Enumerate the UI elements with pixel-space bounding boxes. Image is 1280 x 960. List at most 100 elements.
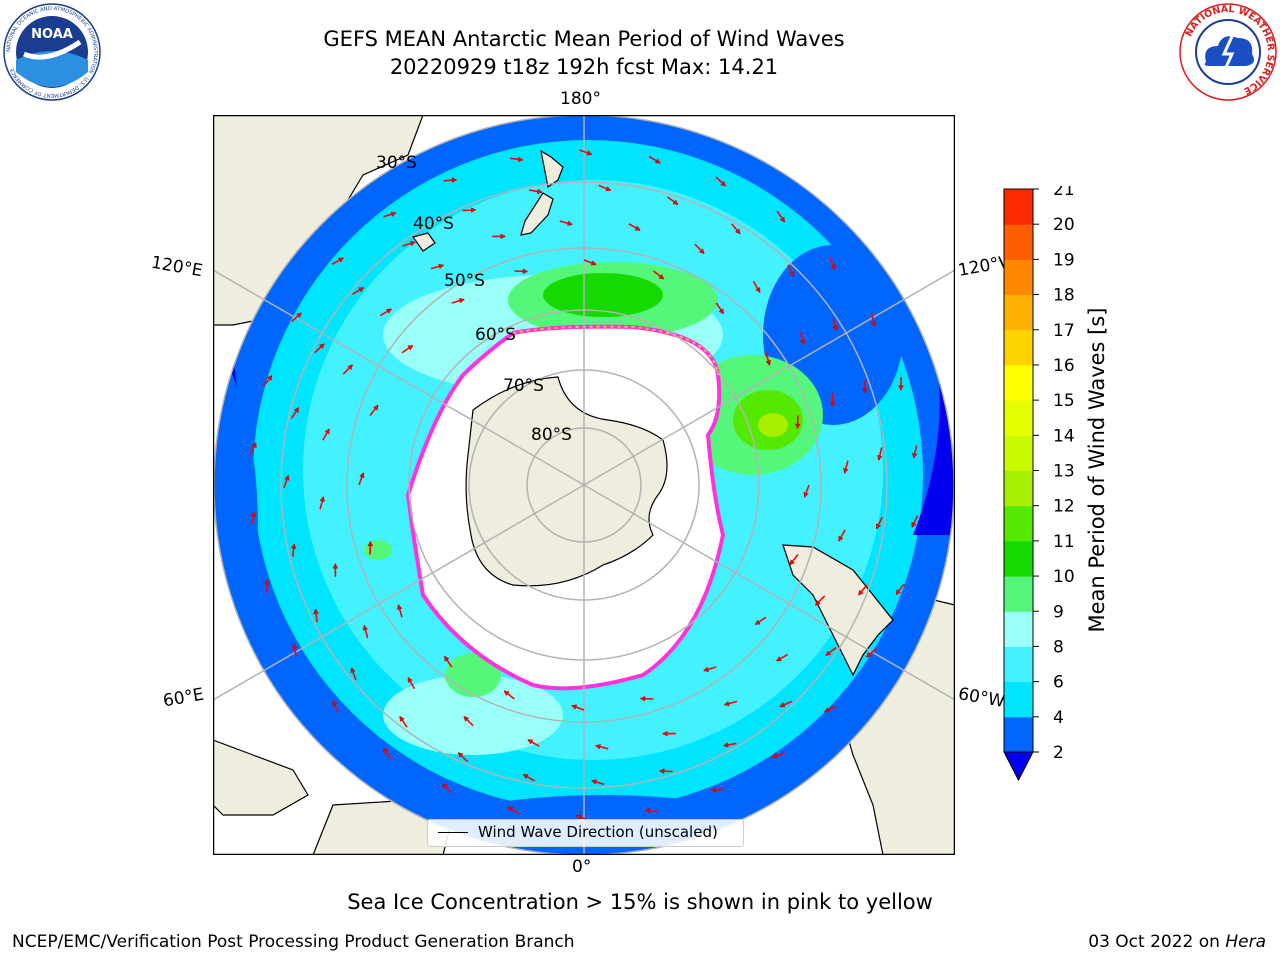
wave-direction-arrowhead bbox=[605, 186, 612, 192]
footer-date: 03 Oct 2022 on Hera bbox=[1088, 932, 1266, 952]
wave-direction-arrowhead bbox=[444, 655, 450, 662]
colorbar-tick-label: 17 bbox=[1053, 321, 1075, 341]
wave-direction-arrowhead bbox=[358, 287, 365, 293]
wave-direction-arrowhead bbox=[718, 308, 724, 315]
colorbar-segment bbox=[1004, 505, 1033, 542]
colorbar-tick-label: 10 bbox=[1053, 567, 1075, 587]
lat-label-50s: 50°S bbox=[444, 271, 485, 291]
antarctica bbox=[405, 324, 726, 691]
wave-direction-arrowhead bbox=[771, 753, 778, 759]
sea-ice-caption: Sea Ice Concentration > 15% is shown in … bbox=[347, 890, 933, 914]
wave-direction-arrowhead bbox=[862, 388, 868, 394]
wave-direction-arrowhead bbox=[442, 783, 448, 790]
noaa-logo-text: NOAA bbox=[31, 27, 73, 42]
wave-direction-arrowhead bbox=[672, 199, 679, 205]
wave-direction-arrowhead bbox=[830, 264, 836, 270]
wave-direction-arrowhead bbox=[832, 325, 838, 332]
wave-direction-arrowhead bbox=[659, 768, 665, 775]
wave-direction-arrowhead bbox=[838, 535, 844, 542]
wave-direction-arrowhead bbox=[350, 667, 356, 674]
wave-direction-arrowhead bbox=[284, 474, 290, 481]
wave-direction-arrowhead bbox=[591, 779, 597, 785]
wave-direction-arrowhead bbox=[876, 523, 882, 530]
map-legend: Wind Wave Direction (unscaled) bbox=[427, 819, 744, 847]
latitude-labels: 30°S 40°S 50°S 60°S 70°S 80°S bbox=[376, 153, 572, 445]
wave-direction-arrowhead bbox=[640, 695, 646, 702]
lat-label-80s: 80°S bbox=[531, 425, 572, 445]
wave-direction-arrowhead bbox=[390, 211, 397, 217]
colorbar-tick-label: 13 bbox=[1053, 462, 1075, 482]
lon-label-120e: 120°E bbox=[149, 252, 205, 282]
wave-direction-arrowhead bbox=[870, 321, 877, 327]
wave-direction-arrowhead bbox=[407, 345, 414, 351]
wave-direction-arrowhead bbox=[399, 716, 405, 722]
wave-direction-arrowhead bbox=[723, 700, 730, 707]
wave-direction-arrowhead bbox=[710, 787, 717, 793]
wave-direction-arrowhead bbox=[858, 589, 864, 596]
wave-direction-arrowhead bbox=[337, 257, 344, 263]
colorbar-segment bbox=[1004, 540, 1033, 577]
wave-direction-arrowhead bbox=[332, 563, 339, 569]
colorbar-segment bbox=[1004, 400, 1033, 436]
wave-direction-arrowhead bbox=[438, 263, 445, 270]
colorbar-tick-label: 12 bbox=[1053, 497, 1075, 517]
colorbar-tick-label: 21 bbox=[1053, 186, 1075, 200]
wave-direction-arrowhead bbox=[290, 543, 297, 549]
footer-date-text: 03 Oct 2022 on bbox=[1088, 932, 1226, 952]
wave-direction-arrowhead bbox=[789, 559, 796, 566]
wave-direction-arrowhead bbox=[824, 707, 831, 713]
wave-direction-arrowhead bbox=[595, 744, 601, 750]
colorbar-segment bbox=[1004, 435, 1033, 471]
wave-direction-arrowhead bbox=[409, 240, 416, 247]
wave-direction-arrowhead bbox=[567, 220, 573, 226]
wave-direction-arrowhead bbox=[396, 604, 403, 610]
colorbar-tick-label: 20 bbox=[1053, 215, 1075, 235]
legend-label: Wind Wave Direction (unscaled) bbox=[478, 823, 718, 841]
colorbar-label: Mean Period of Wind Waves [s] bbox=[1085, 307, 1109, 633]
wave-direction-arrowhead bbox=[319, 496, 325, 502]
wave-direction-arrowhead bbox=[586, 150, 593, 156]
colorbar: 2 4 6 8 9 10 11 12 13 14 15 16 17 18 19 20 21 bbox=[1003, 186, 1075, 782]
wave-direction-arrowhead bbox=[293, 407, 299, 413]
wave-direction-arrowhead bbox=[898, 385, 904, 391]
wave-direction-arrowhead bbox=[571, 704, 578, 710]
wave-direction-arrowhead bbox=[815, 599, 821, 606]
colorbar-tick-label: 16 bbox=[1053, 356, 1075, 376]
wave-direction-arrowhead bbox=[877, 454, 883, 461]
wave-direction-arrowhead bbox=[658, 273, 665, 280]
colorbar-segment bbox=[1004, 224, 1033, 260]
colorbar-tick-label: 8 bbox=[1053, 637, 1064, 657]
colorbar-segment bbox=[1004, 646, 1033, 683]
colorbar-tick-label: 11 bbox=[1053, 532, 1075, 552]
polar-map: 30°S 40°S 50°S 60°S 70°S 80°S bbox=[213, 115, 955, 855]
colorbar-segment bbox=[1004, 189, 1033, 225]
lon-label-60w: 60°W bbox=[956, 684, 1007, 712]
colorbar-segment bbox=[1004, 716, 1033, 753]
wave-direction-arrowhead bbox=[459, 297, 465, 304]
wave-direction-arrowhead bbox=[644, 807, 651, 814]
lon-label-60e: 60°E bbox=[161, 684, 206, 712]
wave-direction-arrowhead bbox=[407, 677, 413, 683]
wave-direction-arrowhead bbox=[911, 452, 918, 459]
wave-direction-arrowhead bbox=[457, 752, 464, 758]
wave-direction-arrowhead bbox=[575, 814, 582, 820]
wave-direction-arrowhead bbox=[803, 491, 809, 498]
colorbar-segment bbox=[1004, 259, 1033, 296]
wave-direction-arrowhead bbox=[662, 730, 668, 737]
wave-direction-arrowhead bbox=[347, 364, 353, 371]
colorbar-segment bbox=[1004, 681, 1033, 718]
wave-direction-arrowhead bbox=[720, 180, 726, 187]
colorbar-tick-label: 4 bbox=[1053, 708, 1064, 728]
colorbar-tick-label: 2 bbox=[1053, 743, 1064, 763]
wave-direction-arrowhead bbox=[517, 156, 524, 163]
wave-direction-arrowhead bbox=[895, 589, 902, 595]
lon-label-180: 180° bbox=[560, 89, 601, 109]
colorbar-tick-label: 15 bbox=[1053, 391, 1075, 411]
lat-label-30s: 30°S bbox=[376, 153, 417, 173]
wave-direction-arrowhead bbox=[362, 624, 369, 631]
lat-label-40s: 40°S bbox=[413, 214, 454, 234]
wave-direction-arrowhead bbox=[866, 651, 872, 658]
footer-credit: NCEP/EMC/Verification Post Processing Pr… bbox=[12, 932, 575, 952]
nws-logo: NATIONAL WEATHER SERVICE bbox=[1179, 3, 1277, 101]
wave-direction-arrowhead bbox=[296, 312, 302, 319]
